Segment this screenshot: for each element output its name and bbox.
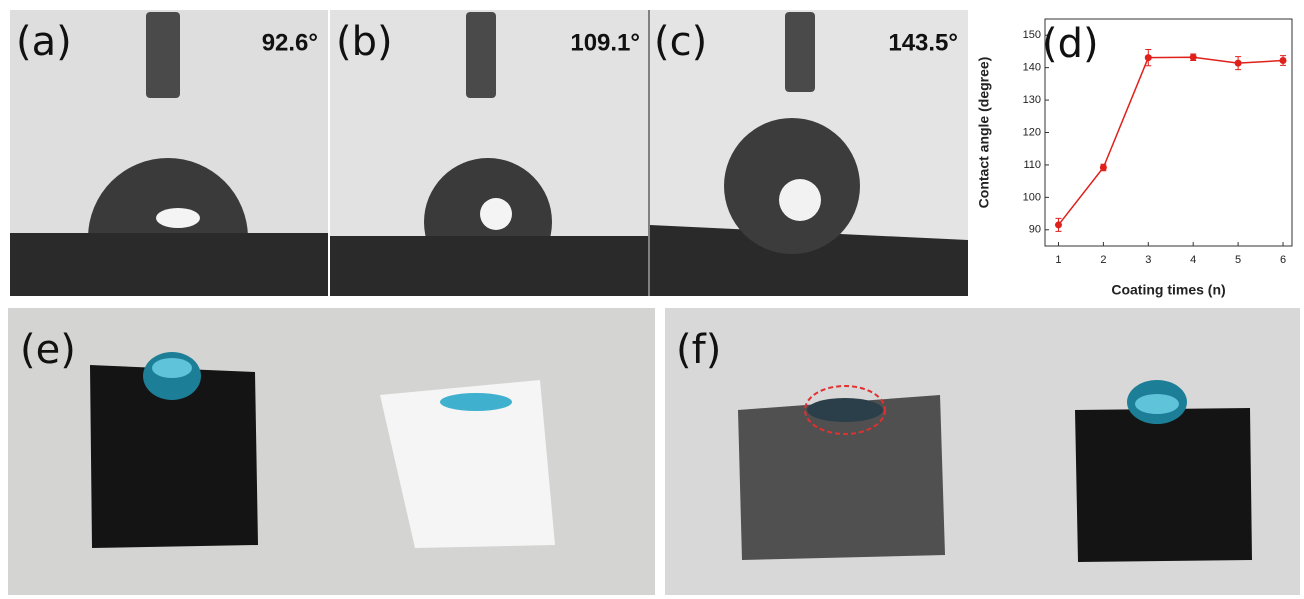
photo-e [8,308,655,595]
y-tick-label: 130 [1023,94,1041,106]
y-tick-label: 120 [1023,126,1041,138]
photo-f [665,308,1300,595]
point [1280,57,1287,64]
angle-label: 109.1° [570,29,640,56]
point [1055,221,1062,228]
x-tick-label: 4 [1190,254,1196,266]
y-tick-label: 110 [1023,159,1041,171]
figure: (a) 92.6° (b) 109.1° (c) 143.5° (e) (f) … [0,0,1304,599]
x-tick-label: 6 [1280,254,1286,266]
point [1145,54,1152,61]
chart: 90 100 110 120 130 140 150 1 2 3 4 5 6 Coating times … [976,19,1292,298]
panel-label: (d) [1042,21,1099,67]
panel-label: (a) [16,19,72,65]
point [1190,54,1197,61]
series-line [1058,57,1283,225]
x-tick-label: 3 [1145,254,1151,266]
point [1235,60,1242,67]
x-tick-label: 1 [1055,254,1061,266]
y-tick-label: 140 [1023,62,1041,74]
y-axis-label: Contact angle (degree) [976,57,992,209]
y-tick-label: 90 [1029,224,1041,236]
panel-label: (b) [336,19,393,65]
panel-label: (e) [20,327,76,373]
y-tick-label: 100 [1023,191,1041,203]
x-tick-label: 5 [1235,254,1241,266]
x-axis-label: Coating times (n) [1111,282,1225,298]
panel-label: (c) [654,19,707,65]
angle-label: 143.5° [888,29,958,56]
angle-label: 92.6° [262,29,318,56]
x-tick-label: 2 [1100,254,1106,266]
point [1100,164,1107,171]
panel-label: (f) [676,327,721,373]
y-tick-label: 150 [1023,29,1041,41]
